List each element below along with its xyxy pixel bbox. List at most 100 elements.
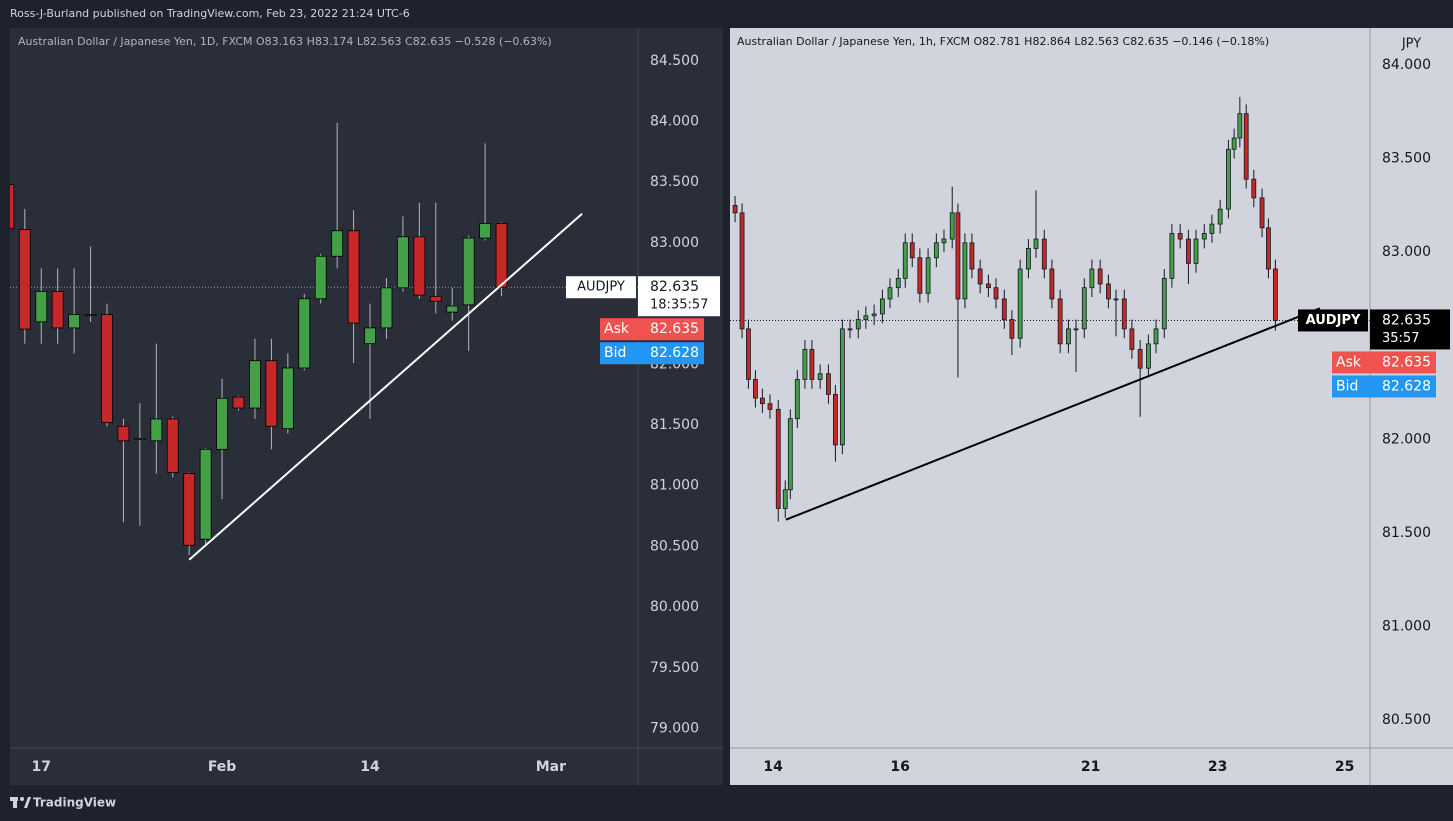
y-tick-label: 84.000 bbox=[650, 113, 699, 129]
candle-body bbox=[826, 373, 831, 395]
plot-hourly bbox=[730, 96, 1370, 522]
candle-body bbox=[1153, 328, 1159, 345]
candle-body bbox=[917, 257, 923, 294]
candle-body bbox=[117, 425, 130, 442]
candle-body bbox=[429, 295, 442, 302]
y-tick-label: 82.000 bbox=[1382, 431, 1431, 447]
candle-body bbox=[969, 242, 975, 270]
candle-body bbox=[1121, 298, 1127, 330]
symbol-tag-bg bbox=[566, 276, 636, 299]
candle-body bbox=[1049, 268, 1055, 300]
candle-body bbox=[1217, 208, 1223, 225]
trendline bbox=[188, 213, 583, 561]
candle-body bbox=[101, 314, 113, 424]
x-tick-label: 23 bbox=[1208, 759, 1227, 775]
candle-body bbox=[955, 212, 961, 300]
candle-body bbox=[183, 473, 196, 546]
candle-body bbox=[1259, 197, 1265, 229]
candle-body bbox=[1009, 319, 1015, 339]
candle-body bbox=[949, 212, 955, 240]
x-tick-label: Feb bbox=[208, 759, 237, 775]
candle-body bbox=[941, 238, 947, 244]
panel-left bbox=[10, 28, 723, 785]
ask-label: Ask bbox=[1336, 354, 1362, 370]
candle-body bbox=[1081, 287, 1087, 330]
panel-right bbox=[730, 28, 1453, 785]
candle-body bbox=[902, 242, 908, 279]
ask-tag-bg bbox=[600, 318, 704, 341]
overlay-hourly: Australian Dollar / Japanese Yen, 1h, FX… bbox=[737, 35, 1450, 775]
candle-body bbox=[281, 367, 294, 430]
ask-tag-bg bbox=[1332, 351, 1436, 374]
y-tick-label: 80.500 bbox=[1382, 712, 1431, 728]
y-tick-label: 80.000 bbox=[650, 599, 699, 615]
candle-body bbox=[732, 204, 738, 214]
bid-tag-bg bbox=[600, 342, 704, 365]
candle-body bbox=[1251, 178, 1257, 199]
x-tick-label: 14 bbox=[360, 759, 380, 775]
bid-label: Bid bbox=[1336, 378, 1358, 394]
ask-value: 82.635 bbox=[650, 321, 699, 337]
bid-tag-bg bbox=[1332, 375, 1436, 398]
y-tick-label: 83.500 bbox=[650, 174, 699, 190]
candle-body bbox=[962, 242, 968, 300]
candle-body bbox=[871, 313, 877, 317]
candle-body bbox=[1026, 248, 1031, 270]
candle-body bbox=[249, 360, 261, 409]
y-tick-label: 83.000 bbox=[650, 235, 699, 251]
candle-body bbox=[84, 314, 97, 317]
x-tick-label: 14 bbox=[763, 759, 783, 775]
candle-body bbox=[1186, 238, 1191, 264]
trendline bbox=[785, 307, 1321, 521]
candle-body bbox=[879, 298, 885, 315]
candle-body bbox=[839, 328, 845, 446]
axis-unit: JPY bbox=[1401, 37, 1421, 52]
candle-body bbox=[1272, 268, 1278, 321]
candle-body bbox=[775, 408, 781, 509]
candle-body bbox=[1106, 283, 1111, 300]
ask-value: 82.635 bbox=[1382, 354, 1431, 370]
symbol-tag: AUDJPY bbox=[1306, 313, 1361, 328]
candle-body bbox=[446, 305, 459, 313]
y-tick-label: 84.000 bbox=[1382, 57, 1431, 73]
candle-body bbox=[1017, 268, 1023, 339]
y-tick-label: 81.000 bbox=[650, 478, 699, 494]
candle-body bbox=[380, 287, 393, 329]
candle-body bbox=[1073, 328, 1079, 331]
symbol-tag-bg bbox=[1298, 309, 1368, 332]
candle-body bbox=[1201, 233, 1207, 240]
candle-body bbox=[68, 314, 81, 329]
x-tick-label: 25 bbox=[1335, 759, 1354, 775]
plot-daily bbox=[10, 122, 638, 561]
y-tick-label: 80.500 bbox=[650, 538, 699, 554]
candle-body bbox=[397, 236, 409, 289]
publisher-note: Ross-J-Burland published on TradingView.… bbox=[10, 7, 410, 20]
candle-body bbox=[887, 287, 893, 300]
candle-body bbox=[759, 397, 765, 405]
candle-body bbox=[895, 277, 901, 289]
candle-body bbox=[809, 349, 815, 380]
candle-body bbox=[298, 298, 311, 369]
x-tick-label: 16 bbox=[890, 759, 909, 775]
candle-body bbox=[331, 230, 344, 257]
price-tag: 82.635 bbox=[1382, 312, 1431, 328]
candle-body bbox=[232, 396, 245, 409]
candle-body bbox=[1243, 113, 1249, 180]
x-tick-label: 21 bbox=[1081, 759, 1100, 775]
candle-body bbox=[35, 291, 48, 323]
candle-body bbox=[986, 283, 991, 289]
candle-body bbox=[10, 184, 15, 229]
candle-body bbox=[933, 242, 939, 259]
candle-body bbox=[1097, 268, 1103, 285]
bid-value: 82.628 bbox=[1382, 378, 1431, 394]
candle-body bbox=[817, 373, 823, 380]
candle-body bbox=[1266, 227, 1271, 270]
candle-body bbox=[1057, 298, 1063, 345]
candle-body bbox=[802, 349, 808, 380]
candle-body bbox=[1001, 298, 1007, 320]
candle-body bbox=[462, 237, 475, 306]
chart-legend: Australian Dollar / Japanese Yen, 1D, FX… bbox=[18, 35, 552, 48]
candle-body bbox=[1041, 238, 1047, 270]
